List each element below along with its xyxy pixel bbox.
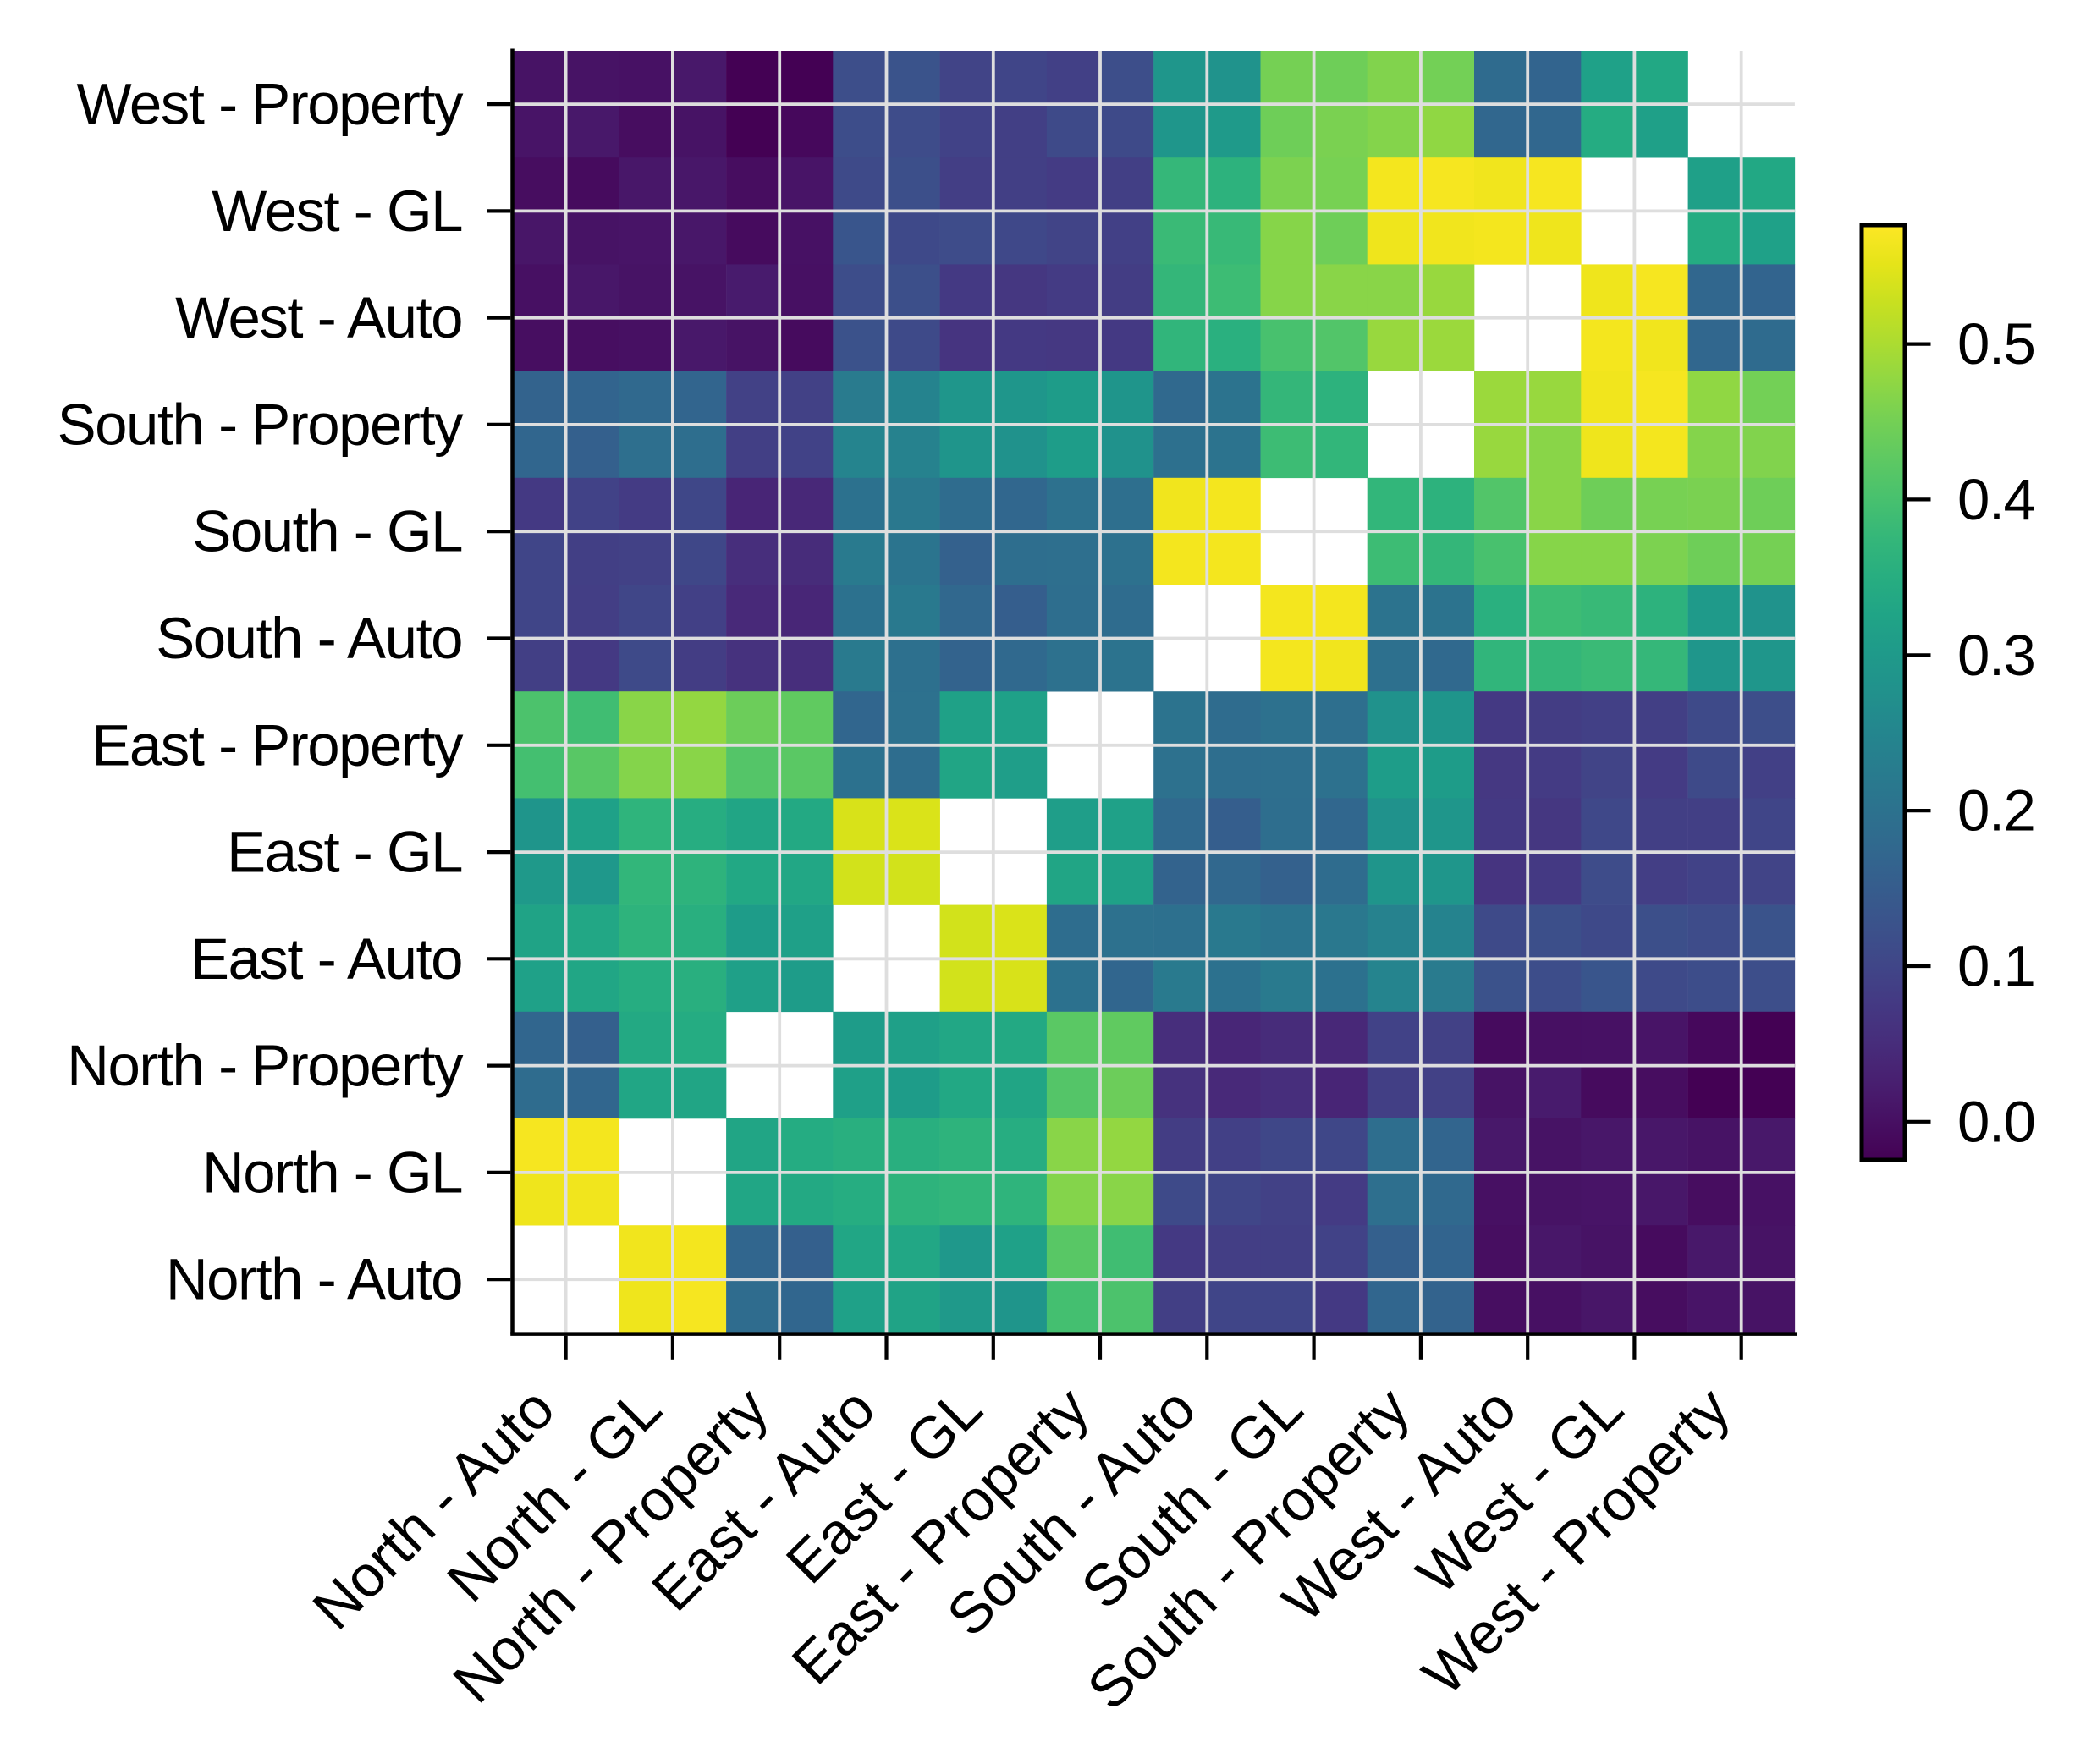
svg-text:0.4: 0.4 [1957, 467, 2035, 532]
svg-text:East - GL: East - GL [227, 820, 462, 885]
svg-text:East - Property: East - Property [91, 712, 464, 778]
svg-text:West - GL: West - GL [212, 179, 462, 244]
svg-text:South - Property: South - Property [58, 392, 464, 457]
svg-text:West - Auto: West - Auto [175, 285, 462, 350]
svg-text:0.1: 0.1 [1957, 934, 2034, 999]
svg-text:0.3: 0.3 [1957, 623, 2034, 688]
svg-text:North - Property: North - Property [67, 1033, 464, 1098]
svg-text:East - Auto: East - Auto [190, 926, 462, 992]
svg-text:North - GL: North - GL [202, 1140, 462, 1205]
svg-text:South - Auto: South - Auto [156, 606, 462, 671]
svg-text:South - GL: South - GL [192, 499, 462, 564]
svg-text:0.5: 0.5 [1957, 311, 2034, 376]
svg-text:North - Auto: North - Auto [166, 1247, 462, 1312]
svg-text:0.2: 0.2 [1957, 778, 2034, 844]
svg-text:0.0: 0.0 [1957, 1089, 2034, 1154]
svg-text:West - Property: West - Property [76, 72, 464, 137]
